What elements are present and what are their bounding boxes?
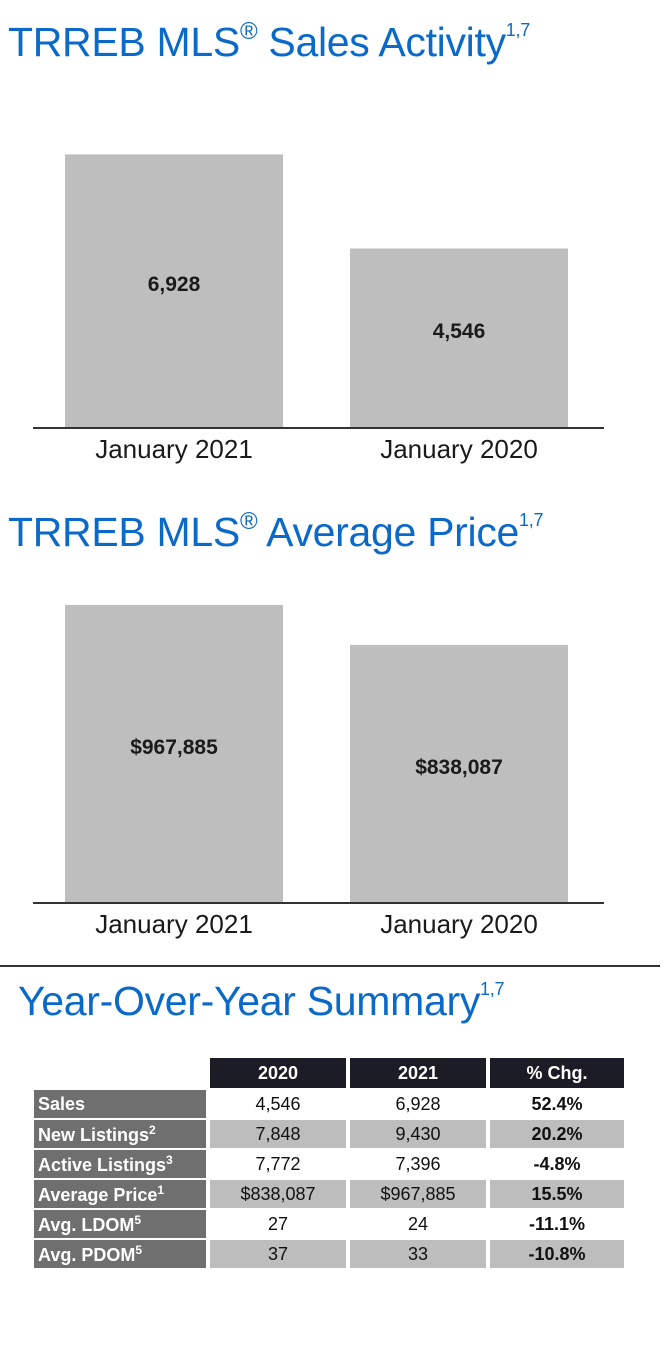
cell-2021: 7,396 (395, 1153, 441, 1174)
column-header: 2021 (350, 1058, 486, 1088)
average-price-chart: $967,885 January 2021 $838,087 January 2020 (0, 575, 664, 945)
cell-2020: $838,087 (210, 1180, 346, 1208)
price-bar (65, 604, 283, 903)
row-label: Sales (34, 1090, 206, 1118)
row-label-footnote: 5 (134, 1212, 142, 1227)
row-label-text: Active Listings (38, 1154, 167, 1175)
cell-pct-change: -10.8% (490, 1240, 624, 1268)
row-label-footnote: 3 (166, 1152, 173, 1167)
row-label-text: Avg. PDOM (38, 1244, 136, 1265)
title-text: TRREB MLS (8, 19, 240, 65)
title-text-main: Average Price (257, 509, 520, 555)
sales-bar-value-label: 6,928 (148, 273, 201, 296)
sales-activity-chart: 6,928 January 2021 4,546 January 2020 (0, 100, 664, 470)
title-footnote: 1,7 (480, 979, 505, 999)
registered-mark: ® (239, 508, 258, 535)
row-label: Average Price1 (34, 1180, 206, 1208)
row-label-footnote: 2 (149, 1122, 156, 1137)
sales-activity-chart-svg: 6,928 January 2021 4,546 January 2020 (33, 154, 604, 464)
title-footnote: 1,7 (519, 510, 544, 530)
cell-pct-change: -11.1% (528, 1213, 586, 1234)
table-corner (34, 1058, 206, 1088)
table-row: Average Price1 $838,087 $967,885 15.5% (34, 1180, 624, 1208)
average-price-title: TRREB MLS® Average Price1,7 (8, 510, 543, 553)
sales-bar (350, 248, 568, 428)
cell-2020: 4,546 (255, 1093, 301, 1114)
sales-activity-title: TRREB MLS® Sales Activity1,7 (8, 20, 530, 63)
table-row: New Listings2 7,848 9,430 20.2% (34, 1120, 624, 1148)
row-label: Active Listings3 (34, 1150, 206, 1178)
row-label-text: New Listings (38, 1124, 150, 1145)
cell-2021: 24 (407, 1213, 429, 1234)
cell-2020: 7,772 (255, 1153, 301, 1174)
table-row: Avg. LDOM5 27 24 -11.1% (34, 1210, 624, 1238)
table-row: Avg. PDOM5 37 33 -10.8% (34, 1240, 624, 1268)
row-label: New Listings2 (34, 1120, 206, 1148)
row-label-text: Average Price (38, 1184, 158, 1205)
section-divider (0, 965, 660, 967)
row-label-footnote: 1 (157, 1182, 165, 1197)
cell-pct-change: 15.5% (490, 1180, 624, 1208)
table-header-row: 2020 2021 % Chg. (34, 1058, 624, 1088)
price-bar-value-label: $967,885 (130, 736, 218, 759)
title-text-main: Sales Activity (257, 19, 506, 65)
title-footnote: 1,7 (505, 20, 530, 40)
cell-2021: 9,430 (350, 1120, 486, 1148)
price-category-label: January 2020 (380, 909, 538, 939)
row-label: Avg. LDOM5 (34, 1210, 206, 1238)
price-bar (350, 644, 568, 903)
cell-2021: 6,928 (395, 1093, 441, 1114)
cell-2021: $967,885 (350, 1180, 486, 1208)
average-price-chart-svg: $967,885 January 2021 $838,087 January 2020 (33, 604, 604, 939)
sales-bar-value-label: 4,546 (433, 320, 486, 343)
row-label-text: Sales (38, 1093, 86, 1114)
cell-2020: 27 (267, 1213, 289, 1234)
table-row: Sales 4,546 6,928 52.4% (34, 1090, 624, 1118)
sales-bar (65, 154, 283, 429)
yoy-summary-table: 2020 2021 % Chg. Sales 4,546 6,928 52.4% New… (30, 1056, 628, 1270)
row-label-text: Avg. LDOM (38, 1214, 135, 1235)
title-text: Year-Over-Year Summary (18, 978, 481, 1024)
cell-pct-change: 20.2% (490, 1120, 624, 1148)
cell-pct-change: 52.4% (531, 1093, 583, 1114)
row-label-footnote: 5 (135, 1242, 143, 1257)
title-text: TRREB MLS (8, 509, 240, 555)
sales-category-label: January 2020 (380, 434, 538, 464)
registered-mark: ® (239, 18, 258, 45)
table-row: Active Listings3 7,772 7,396 -4.8% (34, 1150, 624, 1178)
cell-2021: 33 (350, 1240, 486, 1268)
cell-2020: 37 (210, 1240, 346, 1268)
cell-2020: 7,848 (210, 1120, 346, 1148)
column-header: 2020 (210, 1058, 346, 1088)
price-category-label: January 2021 (95, 909, 253, 939)
price-bar-value-label: $838,087 (415, 756, 503, 779)
cell-pct-change: -4.8% (533, 1153, 581, 1174)
yoy-summary-title: Year-Over-Year Summary1,7 (18, 980, 504, 1022)
column-header: % Chg. (490, 1058, 624, 1088)
row-label: Avg. PDOM5 (34, 1240, 206, 1268)
sales-category-label: January 2021 (95, 434, 253, 464)
